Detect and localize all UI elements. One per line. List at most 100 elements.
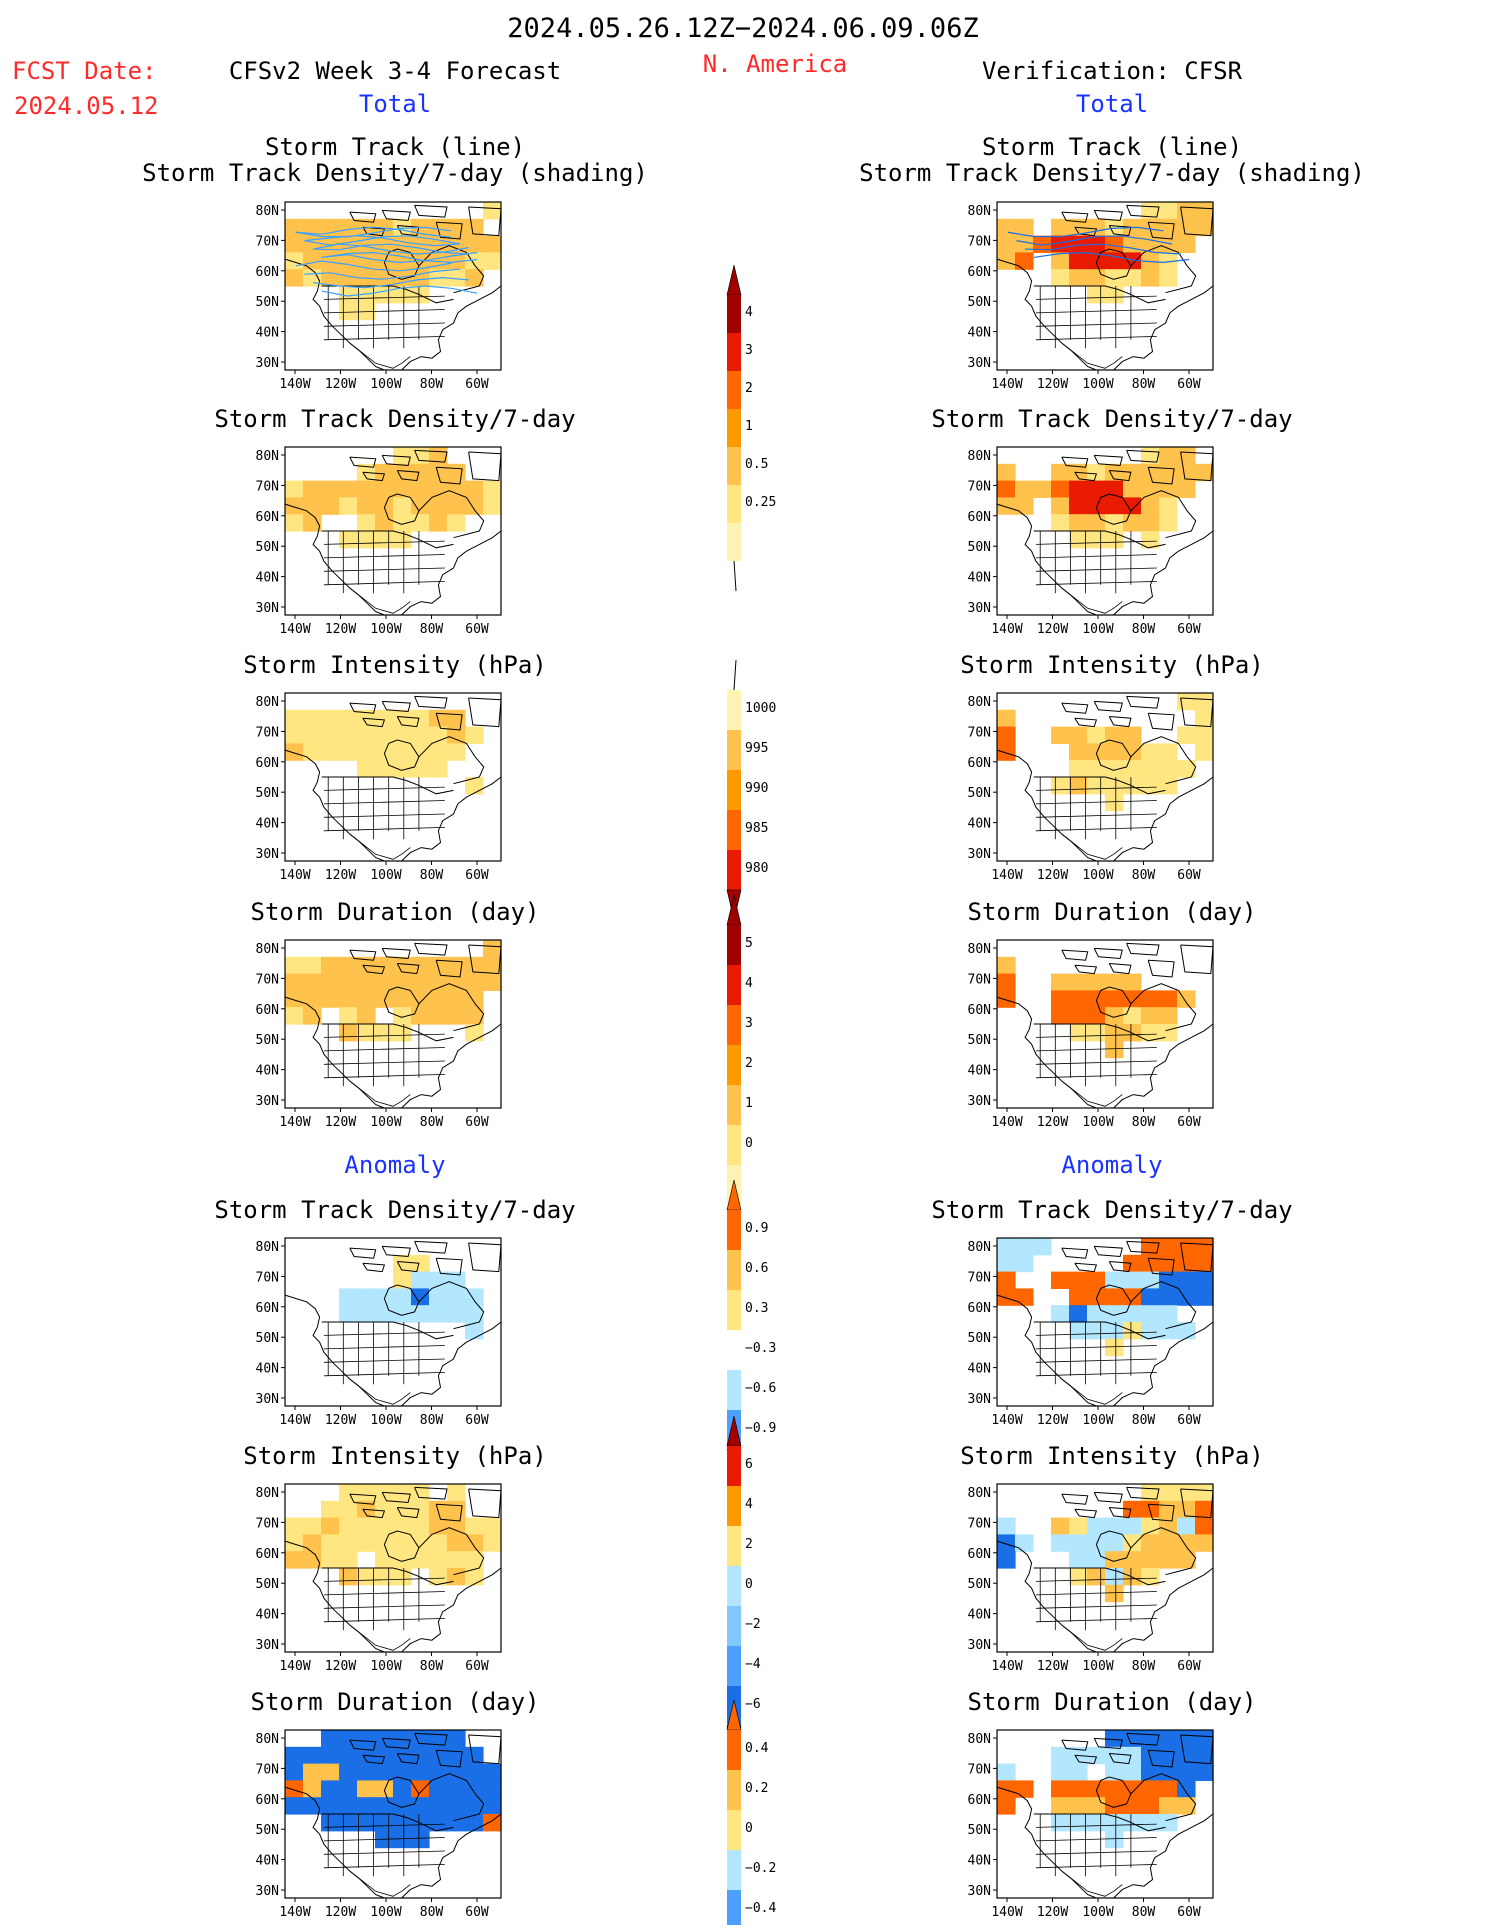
map-shading-cell	[1051, 514, 1070, 532]
lon-label: 80W	[420, 377, 444, 392]
map-shading-cell	[429, 1305, 448, 1323]
colorbar-label: 4	[745, 305, 753, 320]
map-shading-cell	[1051, 1305, 1070, 1323]
panel-title: Storm Track Density/7-day	[214, 405, 575, 433]
map-shading-cell	[357, 480, 376, 498]
map-shading-cell	[393, 1484, 412, 1502]
map-shading-cell	[1051, 1763, 1070, 1781]
colorbar-label: 0	[745, 1821, 753, 1836]
colorbar-label: −0.9	[745, 1421, 776, 1436]
map-shading-cell	[1123, 480, 1142, 498]
map-shading-cell	[357, 1780, 376, 1798]
map-shading-cell	[1195, 1238, 1214, 1256]
map-shading-cell	[447, 1517, 466, 1535]
map-shading-cell	[1051, 1814, 1070, 1832]
map-frame	[996, 692, 1214, 862]
lon-label: 140W	[279, 377, 310, 392]
colorbar-duration-anomaly: 0.4 0.2 0 −0.2 −0.4	[726, 1699, 776, 1930]
colorbar-label: 0.6	[745, 1261, 768, 1276]
colorbar-segment	[727, 1730, 741, 1770]
map-shading-cell	[1087, 1814, 1106, 1832]
colorbar-segment	[727, 409, 741, 447]
map-shading-cell	[393, 956, 412, 975]
lat-label: 30N	[256, 1392, 279, 1407]
lat-label: 80N	[256, 942, 279, 957]
map-shading-cell	[375, 480, 394, 498]
map-shading-cell	[1123, 973, 1142, 991]
map-shading-cell	[411, 1797, 430, 1815]
map-shading-cell	[1177, 693, 1196, 711]
map-shading-cell	[1141, 1024, 1160, 1042]
map-shading-cell	[1141, 1007, 1160, 1025]
map-shading-cell	[285, 218, 304, 237]
map-shading-cell	[465, 1746, 484, 1765]
map-shading-cell	[1105, 514, 1124, 532]
lat-label: 50N	[256, 295, 279, 310]
map-shading-cell	[997, 1780, 1016, 1798]
map-shading-cell	[357, 1797, 376, 1815]
map-shading-cell	[1069, 1534, 1088, 1552]
lat-label: 30N	[256, 601, 279, 616]
colorbar-segment	[727, 1045, 741, 1085]
storm-track-line	[321, 252, 478, 264]
map-shading-cell	[1159, 497, 1178, 515]
map-shading-cell	[1105, 531, 1124, 549]
lat-label: 40N	[256, 326, 279, 341]
map-shading-cell	[1105, 1797, 1124, 1815]
map-shading-cell	[339, 531, 358, 549]
map-shading-cell	[1177, 447, 1196, 465]
colorbar-duration-total: 5 4 3 2 1 0	[726, 894, 753, 1236]
map-shading-cell	[321, 1534, 340, 1552]
map-shading-cell	[1141, 1797, 1160, 1815]
map-shading-cell	[1123, 1271, 1142, 1289]
colorbar-segment	[727, 1370, 741, 1410]
lon-label: 140W	[279, 1905, 310, 1920]
map-shading-cell	[393, 1568, 412, 1586]
map-shading-cell	[1069, 1780, 1088, 1798]
map-shading-cell	[393, 709, 412, 728]
map-shading-cell	[411, 497, 430, 515]
map-shading-cell	[1069, 1568, 1088, 1586]
map-shading-cell	[1087, 973, 1106, 991]
lat-label: 80N	[256, 204, 279, 219]
panel-title: Storm Intensity (hPa)	[960, 1442, 1263, 1470]
lat-label: 30N	[256, 356, 279, 371]
map-shading-cell	[1087, 218, 1106, 237]
map-shading-cell	[1159, 202, 1178, 220]
map-shading-cell	[1177, 1730, 1196, 1748]
map-shading-cell	[1105, 497, 1124, 515]
map-shading-cell	[1195, 463, 1214, 482]
map-shading-cell	[339, 497, 358, 515]
map-shading-cell	[375, 286, 394, 304]
model-title: CFSv2 Week 3-4 Forecast	[229, 57, 561, 85]
map-shading-cell	[1087, 1797, 1106, 1815]
map-shading-cell	[465, 1322, 484, 1340]
lat-label: 30N	[968, 1638, 991, 1653]
map-frame	[284, 939, 502, 1109]
map-shading-cell	[321, 1730, 340, 1748]
map-shading-cell	[285, 1763, 304, 1781]
map-shading-cell	[303, 956, 322, 975]
map-shading-cell	[483, 973, 502, 991]
map-shading-cell	[303, 218, 322, 237]
map-shading-cell	[1087, 286, 1106, 304]
map-shading-cell	[321, 1746, 340, 1765]
lat-label: 30N	[968, 1094, 991, 1109]
map-shading-cell	[1105, 1814, 1124, 1832]
map-shading-cell	[411, 269, 430, 287]
lon-label: 140W	[991, 377, 1022, 392]
map-shading-cell	[1087, 463, 1106, 482]
map-shading-cell	[1069, 973, 1088, 991]
colorbar-label: 1	[745, 419, 753, 434]
map-shading-cell	[465, 1305, 484, 1323]
map-shading-cell	[285, 1797, 304, 1815]
map-shading-cell	[1141, 1500, 1160, 1519]
map-shading-cell	[393, 463, 412, 482]
map-shading-cell	[285, 480, 304, 498]
map-shading-cell	[357, 1814, 376, 1832]
map-shading-cell	[1123, 1500, 1142, 1519]
map-shading-cell	[1123, 514, 1142, 532]
map-shading-cell	[1069, 1517, 1088, 1535]
